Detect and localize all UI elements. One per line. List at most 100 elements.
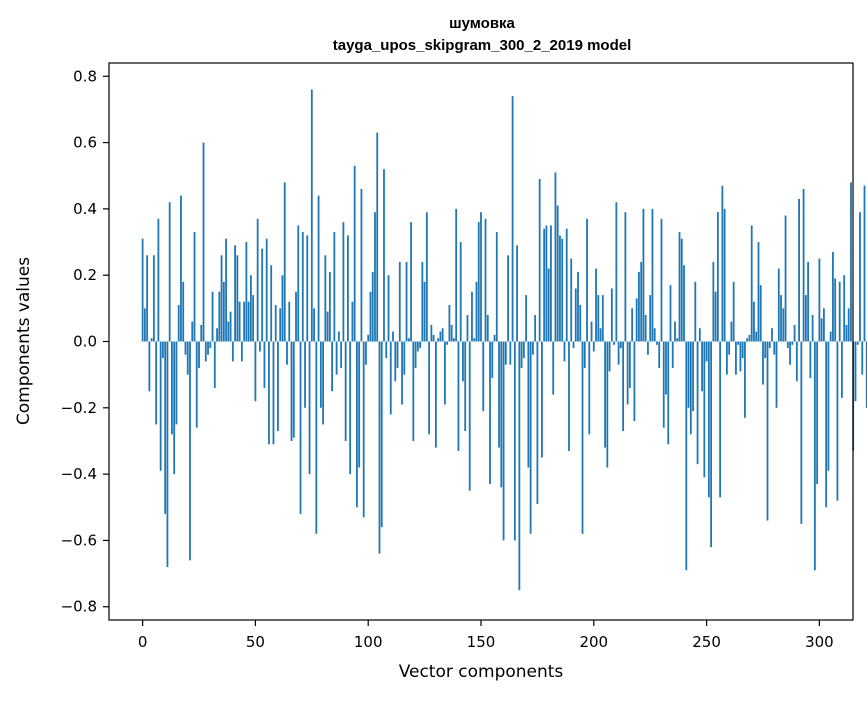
bar-component-206 [606, 341, 609, 468]
bar-component-64 [286, 341, 288, 365]
bar-component-226 [651, 208, 654, 342]
bar-component-153 [486, 314, 489, 342]
bar-component-137 [450, 324, 453, 342]
x-tick-label: 200 [579, 633, 608, 651]
x-tick-label: 100 [354, 633, 383, 651]
x-axis-label: Vector components [399, 662, 564, 682]
bar-component-125 [423, 281, 426, 342]
bar-component-130 [434, 341, 437, 448]
bar-component-199 [590, 321, 593, 342]
bar-component-207 [608, 341, 611, 372]
bar-component-223 [644, 314, 647, 342]
bar-component-247 [698, 328, 701, 342]
bar-component-117 [405, 261, 408, 342]
bar-component-290 [795, 341, 798, 382]
bar-component-88 [340, 341, 343, 369]
bar-component-156 [493, 334, 496, 342]
bar-component-282 [777, 268, 780, 342]
bar-component-169 [522, 341, 525, 359]
bar-component-218 [633, 341, 636, 422]
bar-component-70 [299, 341, 302, 514]
bar-component-261 [730, 321, 733, 342]
bar-component-100 [367, 334, 370, 342]
bar-component-244 [692, 341, 694, 412]
bar-component-254 [714, 291, 717, 342]
bar-component-9 [162, 341, 164, 359]
bar-component-108 [385, 341, 388, 359]
bar-component-309 [838, 281, 841, 342]
bar-component-294 [804, 295, 807, 342]
bar-component-225 [649, 295, 652, 342]
bar-component-31 [211, 291, 214, 342]
bar-component-268 [746, 338, 749, 342]
bar-component-29 [207, 341, 209, 355]
bar-component-243 [689, 341, 692, 435]
bar-component-203 [599, 328, 602, 342]
bar-component-272 [755, 331, 758, 342]
bar-component-298 [813, 341, 816, 571]
bar-component-307 [834, 278, 837, 342]
bar-component-0 [141, 238, 144, 342]
bar-component-246 [696, 341, 699, 465]
bar-component-127 [428, 341, 431, 435]
bar-component-217 [631, 308, 634, 342]
bar-component-135 [446, 341, 449, 345]
bar-component-41 [234, 245, 236, 342]
bar-component-113 [396, 341, 399, 369]
bar-component-275 [762, 341, 764, 385]
bar-component-236 [674, 321, 676, 342]
bar-component-181 [550, 225, 552, 342]
bar-component-45 [243, 301, 246, 342]
bar-component-144 [466, 314, 469, 342]
bar-component-107 [383, 169, 385, 342]
bar-component-131 [437, 338, 440, 342]
bar-component-293 [802, 188, 805, 342]
bar-component-210 [615, 202, 618, 342]
bar-component-112 [394, 341, 397, 382]
bar-component-73 [306, 235, 309, 342]
bar-component-174 [534, 314, 537, 342]
bar-component-12 [168, 202, 171, 342]
bar-component-157 [495, 232, 498, 342]
y-tick-label: −0.2 [61, 399, 97, 417]
bar-component-54 [263, 341, 266, 388]
bar-component-10 [164, 341, 167, 514]
bar-component-25 [198, 341, 200, 369]
bar-component-183 [554, 172, 557, 342]
bar-component-278 [768, 341, 771, 349]
bar-component-42 [236, 255, 239, 342]
bar-component-115 [401, 341, 403, 405]
bar-component-19 [184, 341, 187, 355]
bar-component-89 [342, 222, 345, 342]
bar-component-167 [518, 341, 521, 591]
bar-component-284 [782, 308, 785, 342]
bar-component-38 [227, 321, 230, 342]
bar-component-285 [784, 215, 787, 342]
bar-component-134 [444, 341, 446, 405]
bar-component-43 [238, 301, 241, 342]
bar-component-47 [247, 301, 250, 342]
bar-component-104 [376, 132, 379, 342]
bar-component-132 [439, 331, 442, 342]
bar-component-283 [780, 295, 782, 342]
bar-component-191 [572, 341, 575, 349]
bar-component-148 [475, 281, 478, 342]
bar-component-189 [568, 341, 570, 451]
bar-component-69 [297, 225, 300, 342]
bar-component-101 [369, 291, 372, 342]
bar-component-86 [335, 341, 338, 375]
bar-component-166 [516, 245, 518, 342]
bar-component-141 [459, 242, 462, 342]
bar-component-75 [310, 89, 313, 342]
bar-component-179 [545, 225, 548, 342]
bar-component-221 [640, 261, 643, 342]
bar-component-11 [166, 341, 169, 567]
bar-component-289 [793, 324, 796, 342]
y-axis-label: Components values [14, 257, 34, 425]
bar-component-219 [635, 298, 638, 342]
bar-component-297 [811, 314, 814, 342]
chart-title: шумовка [449, 15, 515, 32]
bar-component-162 [507, 255, 509, 342]
bar-component-211 [617, 341, 620, 365]
